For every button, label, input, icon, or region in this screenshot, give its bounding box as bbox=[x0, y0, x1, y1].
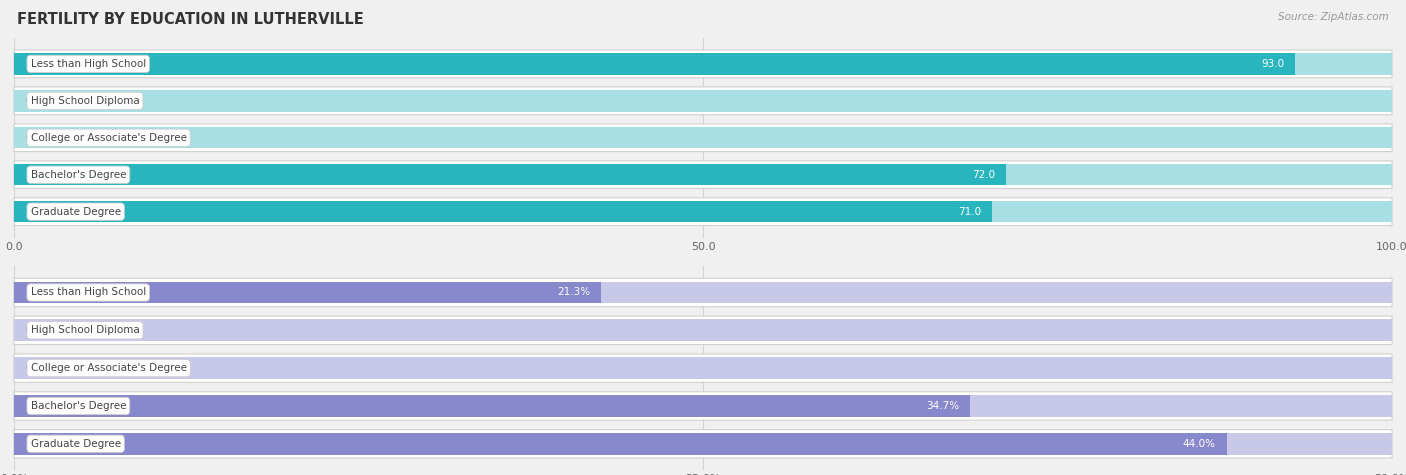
Text: 0.0%: 0.0% bbox=[25, 325, 52, 335]
Bar bbox=[14, 282, 1392, 304]
FancyBboxPatch shape bbox=[14, 87, 1392, 114]
Bar bbox=[14, 357, 1392, 379]
Text: Graduate Degree: Graduate Degree bbox=[31, 207, 121, 217]
FancyBboxPatch shape bbox=[14, 316, 1392, 344]
Bar bbox=[14, 53, 1392, 75]
Bar bbox=[14, 164, 1392, 185]
Text: FERTILITY BY EDUCATION IN LUTHERVILLE: FERTILITY BY EDUCATION IN LUTHERVILLE bbox=[17, 12, 364, 27]
Text: 0.0: 0.0 bbox=[25, 133, 41, 143]
Text: 71.0: 71.0 bbox=[959, 207, 981, 217]
Text: Bachelor's Degree: Bachelor's Degree bbox=[31, 170, 127, 180]
Bar bbox=[14, 282, 600, 304]
Text: Graduate Degree: Graduate Degree bbox=[31, 439, 121, 449]
Bar bbox=[14, 127, 1392, 149]
Bar bbox=[14, 433, 1392, 455]
Text: 21.3%: 21.3% bbox=[557, 287, 591, 297]
Bar bbox=[14, 90, 1392, 112]
FancyBboxPatch shape bbox=[14, 198, 1392, 226]
Text: High School Diploma: High School Diploma bbox=[31, 325, 139, 335]
Text: College or Associate's Degree: College or Associate's Degree bbox=[31, 133, 187, 143]
FancyBboxPatch shape bbox=[14, 354, 1392, 382]
FancyBboxPatch shape bbox=[14, 161, 1392, 189]
Text: 93.0: 93.0 bbox=[1261, 59, 1285, 69]
Text: Less than High School: Less than High School bbox=[31, 59, 146, 69]
Bar bbox=[14, 164, 1007, 185]
Text: Less than High School: Less than High School bbox=[31, 287, 146, 297]
FancyBboxPatch shape bbox=[14, 278, 1392, 307]
Text: High School Diploma: High School Diploma bbox=[31, 96, 139, 106]
Text: 34.7%: 34.7% bbox=[927, 401, 959, 411]
Text: Bachelor's Degree: Bachelor's Degree bbox=[31, 401, 127, 411]
Bar bbox=[14, 395, 1392, 417]
Text: 44.0%: 44.0% bbox=[1182, 439, 1216, 449]
Bar bbox=[14, 53, 1295, 75]
Bar bbox=[14, 201, 1392, 222]
Text: Source: ZipAtlas.com: Source: ZipAtlas.com bbox=[1278, 12, 1389, 22]
Text: 0.0: 0.0 bbox=[25, 96, 41, 106]
Bar bbox=[14, 433, 1226, 455]
FancyBboxPatch shape bbox=[14, 50, 1392, 78]
Text: 72.0: 72.0 bbox=[972, 170, 995, 180]
Text: College or Associate's Degree: College or Associate's Degree bbox=[31, 363, 187, 373]
Bar bbox=[14, 201, 993, 222]
FancyBboxPatch shape bbox=[14, 429, 1392, 458]
Bar bbox=[14, 319, 1392, 341]
Bar bbox=[14, 395, 970, 417]
FancyBboxPatch shape bbox=[14, 392, 1392, 420]
FancyBboxPatch shape bbox=[14, 124, 1392, 152]
Text: 0.0%: 0.0% bbox=[25, 363, 52, 373]
